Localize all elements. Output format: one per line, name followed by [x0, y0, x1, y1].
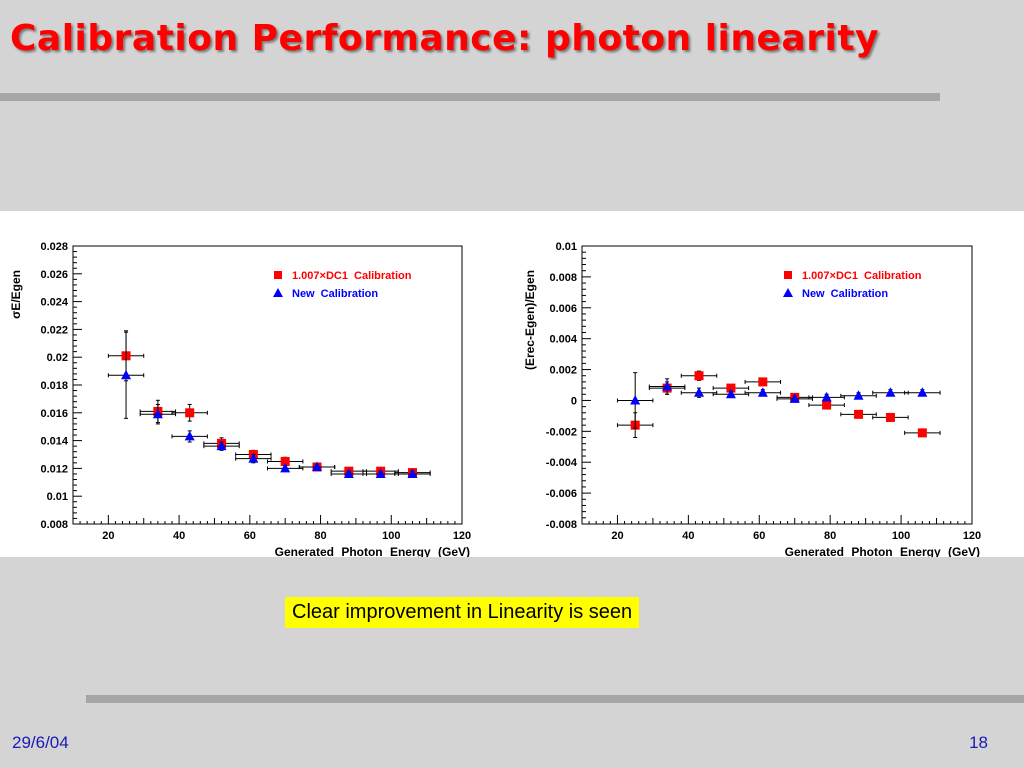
data-point-triangle	[725, 388, 736, 399]
data-point-square	[280, 456, 290, 466]
y-tick-label: -0.008	[546, 519, 577, 531]
plot-frame	[581, 245, 973, 525]
y-tick-label: 0.024	[40, 297, 68, 309]
y-tick-label: 0.022	[40, 324, 68, 336]
data-point-square	[822, 400, 832, 410]
y-tick-label: 0.018	[40, 380, 68, 392]
y-tick-label: 0.006	[549, 303, 577, 315]
legend-label: 1.007×DC1 Calibration	[292, 270, 412, 282]
y-tick-label: 0.016	[40, 408, 68, 420]
y-tick-label: 0.026	[40, 269, 68, 281]
x-tick-label: 80	[314, 530, 326, 542]
data-point-square	[854, 409, 864, 419]
y-axis-label: (Erec-Egen)/Egen	[523, 270, 537, 370]
data-point-triangle	[152, 408, 163, 419]
y-tick-label: -0.002	[546, 426, 577, 438]
x-tick-label: 120	[453, 530, 471, 542]
legend-marker-triangle	[783, 288, 793, 297]
y-axis-label: σE/Egen	[9, 270, 23, 319]
data-point-triangle	[694, 387, 704, 397]
data-point-triangle	[662, 381, 673, 391]
y-tick-label: 0.002	[549, 365, 577, 377]
data-point-triangle	[184, 430, 195, 441]
data-point-triangle	[280, 462, 291, 473]
x-tick-label: 120	[963, 530, 981, 542]
x-tick-label: 20	[611, 530, 623, 542]
resolution-chart: 20 40 60 80 100 120 0.008 0.01 0.012 0.014 0.016 0.…	[9, 241, 471, 557]
x-axis-label: Generated Photon Energy (GeV)	[785, 545, 980, 557]
data-point-triangle	[375, 468, 386, 478]
y-tick-label: 0.012	[40, 463, 68, 475]
data-point-triangle	[821, 391, 832, 402]
data-point-square	[726, 383, 736, 393]
x-tick-label: 100	[892, 530, 910, 542]
data-point-triangle	[757, 387, 768, 397]
plot-band: 20 40 60 80 100 120 0.008 0.01 0.012 0.014 0.016 0.…	[0, 211, 1024, 557]
x-tick-label: 40	[173, 530, 185, 542]
y-tick-label: 0	[571, 395, 577, 407]
y-tick-label: 0.01	[47, 491, 68, 503]
x-tick-label: 100	[382, 530, 400, 542]
page-number: 18	[969, 733, 988, 752]
legend-label: 1.007×DC1 Calibration	[802, 270, 922, 282]
x-axis-label: Generated Photon Energy (GeV)	[275, 545, 470, 557]
y-tick-label: -0.004	[546, 457, 578, 469]
top-divider	[0, 93, 940, 101]
linearity-chart: 20 40 60 80 100 120 -0.008 -0.006 -0.004 -0.002 0 0…	[523, 241, 981, 557]
data-point-triangle	[121, 369, 132, 380]
bottom-divider	[86, 695, 1024, 703]
x-tick-label: 40	[682, 530, 694, 542]
data-point-square	[185, 408, 195, 418]
y-tick-label: 0.004	[549, 334, 577, 346]
data-point-triangle	[789, 393, 800, 403]
data-point-triangle	[248, 453, 259, 463]
data-point-triangle	[407, 468, 418, 478]
y-tick-label: -0.006	[546, 488, 577, 500]
conclusion-callout: Clear improvement in Linearity is seen	[285, 597, 640, 628]
y-tick-label: 0.02	[47, 352, 68, 364]
data-point-square	[694, 371, 704, 381]
legend-label: New Calibration	[802, 288, 888, 300]
legend-marker-square	[784, 271, 792, 279]
y-tick-label: 0.008	[40, 519, 68, 531]
data-point-square	[917, 428, 927, 438]
x-tick-label: 20	[102, 530, 114, 542]
slide-title: Calibration Performance: photon linearit…	[10, 18, 879, 59]
y-tick-label: 0.01	[556, 241, 577, 253]
x-tick-label: 80	[824, 530, 836, 542]
y-tick-label: 0.008	[549, 272, 577, 284]
plot-frame	[72, 245, 463, 525]
legend-marker-triangle	[273, 288, 283, 297]
data-point-triangle	[312, 461, 323, 472]
data-point-triangle	[630, 394, 641, 405]
legend-label: New Calibration	[292, 288, 378, 300]
y-tick-label: 0.014	[40, 436, 68, 448]
x-tick-label: 60	[244, 530, 256, 542]
data-point-triangle	[343, 468, 354, 478]
y-tick-label: 0.028	[40, 241, 68, 253]
footer-date: 29/6/04	[12, 733, 69, 752]
data-point-triangle	[917, 387, 928, 397]
data-point-square	[885, 412, 895, 422]
data-point-triangle	[885, 387, 896, 397]
legend-marker-square	[274, 271, 282, 279]
data-point-triangle	[853, 390, 864, 400]
data-point-triangle	[216, 440, 227, 451]
x-tick-label: 60	[753, 530, 765, 542]
data-point-square	[758, 377, 768, 387]
